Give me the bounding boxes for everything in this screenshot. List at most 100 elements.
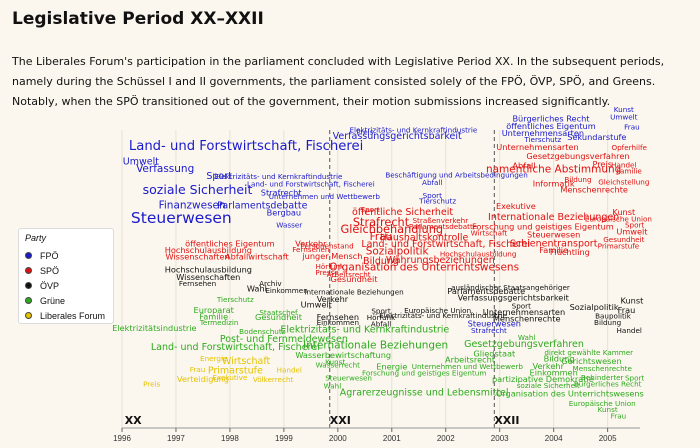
period-label: XX <box>125 414 142 427</box>
word: Abfallwirtschaft <box>225 252 290 262</box>
word: Schienentransport <box>510 238 598 249</box>
word: Baupolitik <box>595 312 632 321</box>
word: Straßenverkehr <box>412 216 468 225</box>
period-label: XXII <box>494 414 519 427</box>
word: Informatik <box>533 179 575 189</box>
word: Wahl <box>247 284 267 294</box>
word: Wahl <box>518 333 536 342</box>
word: Steuerwesen <box>468 319 521 329</box>
word: Wasser <box>276 220 302 229</box>
word: Tierschutz <box>216 295 254 304</box>
word: Haushaltskontrolle <box>380 233 469 244</box>
word: Kunst <box>612 207 636 217</box>
page-description: The Liberales Forum's participation in t… <box>12 55 665 108</box>
word: Forschung und geistiges Eigentum <box>362 369 486 378</box>
legend-label-fpo: FPÖ <box>40 250 59 261</box>
legend-item-ovp: ÖVP <box>25 278 107 293</box>
x-tick-label: 2003 <box>491 434 509 443</box>
word: Umwelt <box>616 227 648 237</box>
word: Wirtschaft <box>222 356 271 367</box>
word: Hochschulausbildung <box>165 265 252 275</box>
word: Exekutive <box>212 373 248 382</box>
word: Land- und Forstwirtschaft, Fischerei <box>361 239 530 250</box>
word: Wasserbewirtschaftung <box>295 350 391 360</box>
word: Europarat <box>194 305 235 315</box>
word: Energie <box>376 362 407 372</box>
word: Familie <box>199 311 228 321</box>
word: Fernsehen <box>292 245 329 254</box>
word: Frau <box>618 305 636 315</box>
word: Internationale Beziehungen <box>304 288 403 297</box>
word: Arbeitsrecht <box>327 270 371 279</box>
word: Kunst <box>614 105 634 114</box>
word: Energie <box>200 354 228 363</box>
gridlines <box>121 130 609 428</box>
x-tick-label: 1998 <box>221 434 239 443</box>
word: Strafrecht <box>261 187 303 197</box>
word: Europäische Union <box>569 399 636 408</box>
word: Handel <box>277 366 302 375</box>
word: Sekundarstufe <box>567 132 626 142</box>
word: Flüchtling <box>550 247 590 257</box>
legend-item-fpo: FPÖ <box>25 248 107 263</box>
word: Hörfunk <box>367 313 396 322</box>
word: Elektrizitäts- und Kernkraftindustrie <box>379 311 507 320</box>
word: Strafrecht <box>471 326 507 335</box>
word: öffentliche Sicherheit <box>352 207 453 218</box>
word: Archiv <box>259 279 282 288</box>
word: Wahl <box>324 382 342 391</box>
word: Sport <box>625 220 644 229</box>
word: Exekutive <box>496 201 536 211</box>
word: Hörfunk <box>315 262 344 271</box>
word: Tierschutz <box>523 135 561 144</box>
word: Arbeitsrecht <box>445 354 496 364</box>
legend-label-liberales-forum: Liberales Forum <box>40 310 106 321</box>
legend-swatch-fpo <box>25 252 32 259</box>
word: Gleichstellung <box>598 177 649 186</box>
word: Beschäftigung und Arbeitsbedingungen <box>385 171 527 180</box>
x-tick-label: 1997 <box>167 434 185 443</box>
word: Europäische Union <box>404 306 471 315</box>
word: Einkommen <box>317 318 359 327</box>
word: Elektrizitäts- und Kernkraftindustrie <box>280 325 449 336</box>
word: Sport <box>206 171 232 182</box>
x-tick-label: 2000 <box>329 434 347 443</box>
word: Hochschulausbildung <box>165 245 252 255</box>
word: Europäische Union <box>585 215 652 224</box>
word: Verfassung <box>136 163 194 175</box>
legend-label-grune: Grüne <box>40 295 66 306</box>
x-tick-label: 2004 <box>545 434 563 443</box>
word: Primarstufe <box>208 365 263 376</box>
word: Handel <box>611 161 636 170</box>
word: Land- und Forstwirtschaft, Fischerei <box>151 342 320 353</box>
word: Kunst <box>620 295 644 305</box>
word: Sozialpolitik <box>570 302 619 312</box>
word: Finanzwesen <box>159 199 226 211</box>
word: Staatschef <box>259 308 298 317</box>
word: Parlamentsdebatte <box>409 222 478 231</box>
word: Post- und Fernmeldewesen <box>220 334 348 345</box>
legend-title: Party <box>25 233 47 243</box>
legend-swatch-ovp <box>25 282 32 289</box>
word: Menschenrechte <box>493 314 561 324</box>
word: Verteidigung <box>177 374 229 384</box>
word: Unternehmensarten <box>483 307 565 317</box>
x-tick-label: 2005 <box>599 434 617 443</box>
word: Verkehr <box>295 238 327 248</box>
word: Organisation des Unterrichtswesens <box>496 389 644 399</box>
word: öffentliches Eigentum <box>185 238 275 248</box>
word: Unternehmen und Wettbewerb <box>412 362 524 371</box>
x-tick-label: 1996 <box>113 434 131 443</box>
word: Preis <box>356 128 373 137</box>
word: partizipative Demokratie <box>492 374 594 384</box>
period-label: XXI <box>330 414 351 427</box>
word: Sport <box>371 307 390 316</box>
word: Preis <box>143 380 160 389</box>
word: Bildung <box>594 318 621 327</box>
word: Familie <box>539 245 568 255</box>
word: Frau <box>624 123 640 132</box>
word: Primarstufe <box>598 242 640 251</box>
word: Termedizin <box>199 318 239 327</box>
word: Sozialpolitik <box>366 245 430 257</box>
word: Elektrizitätsindustrie <box>112 323 196 333</box>
